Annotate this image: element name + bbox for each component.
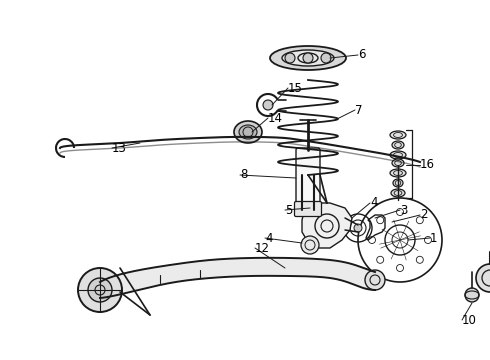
Ellipse shape xyxy=(392,159,404,167)
Circle shape xyxy=(88,278,112,302)
Polygon shape xyxy=(302,203,352,248)
Text: 5: 5 xyxy=(285,203,293,216)
Polygon shape xyxy=(100,258,375,298)
Circle shape xyxy=(78,268,122,312)
Text: 12: 12 xyxy=(255,242,270,255)
Ellipse shape xyxy=(391,189,405,197)
Text: 8: 8 xyxy=(240,168,247,181)
Text: 10: 10 xyxy=(462,314,477,327)
Ellipse shape xyxy=(393,179,403,187)
Ellipse shape xyxy=(282,50,334,66)
Text: 2: 2 xyxy=(420,208,427,221)
Circle shape xyxy=(465,288,479,302)
Ellipse shape xyxy=(392,141,404,149)
Text: 14: 14 xyxy=(268,112,283,125)
Text: 3: 3 xyxy=(400,203,407,216)
Text: 16: 16 xyxy=(420,158,435,171)
Text: 13: 13 xyxy=(112,141,127,154)
Circle shape xyxy=(263,100,273,110)
FancyBboxPatch shape xyxy=(294,202,321,216)
Text: 15: 15 xyxy=(288,81,303,94)
Circle shape xyxy=(476,264,490,292)
FancyBboxPatch shape xyxy=(296,148,320,212)
Text: 4: 4 xyxy=(370,197,377,210)
Circle shape xyxy=(365,270,385,290)
Ellipse shape xyxy=(239,125,257,139)
Ellipse shape xyxy=(390,131,406,139)
Ellipse shape xyxy=(390,169,406,177)
Ellipse shape xyxy=(270,46,346,70)
Circle shape xyxy=(321,53,331,63)
Ellipse shape xyxy=(390,151,406,159)
Circle shape xyxy=(301,236,319,254)
Text: 1: 1 xyxy=(430,231,438,244)
Circle shape xyxy=(303,53,313,63)
Ellipse shape xyxy=(234,121,262,143)
Circle shape xyxy=(285,53,295,63)
Circle shape xyxy=(354,224,362,232)
Text: 4: 4 xyxy=(265,231,272,244)
Text: 7: 7 xyxy=(355,104,363,117)
Text: 6: 6 xyxy=(358,49,366,62)
